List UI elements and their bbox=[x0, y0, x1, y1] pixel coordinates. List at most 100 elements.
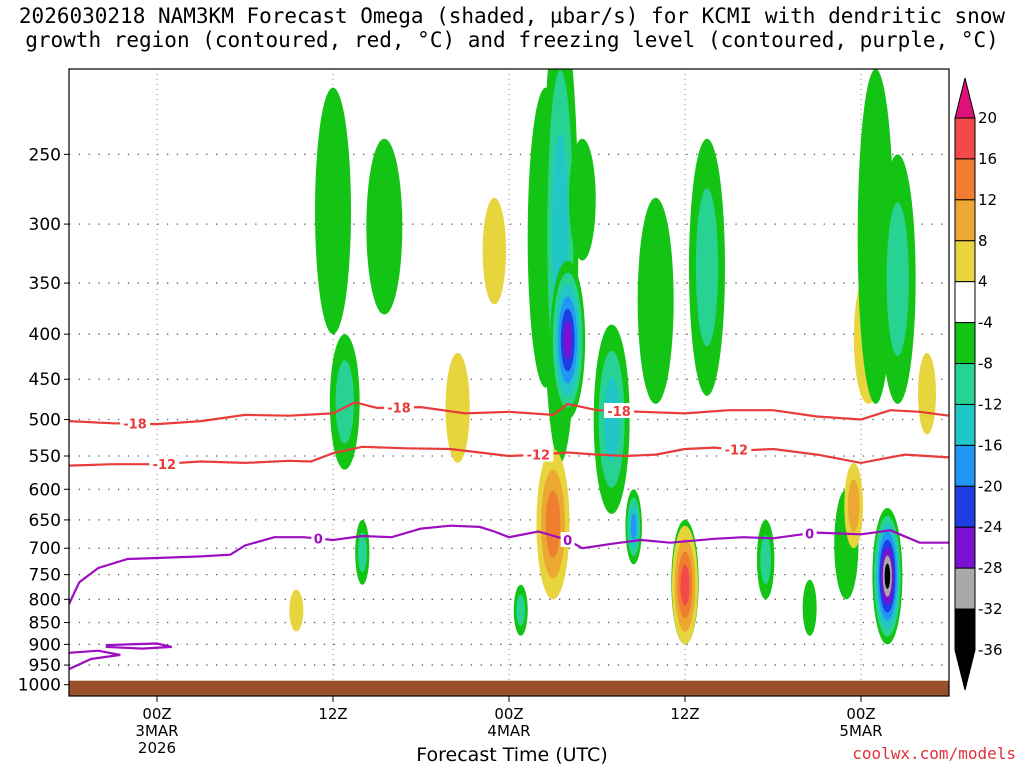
x-axis-label: Forecast Time (UTC) bbox=[416, 744, 608, 766]
colorbar-top-arrow bbox=[954, 77, 976, 119]
contour-label: -18 bbox=[387, 401, 411, 416]
y-tick-label: 1000 bbox=[18, 676, 61, 696]
plot-area bbox=[69, 69, 949, 696]
colorbar-swatch bbox=[954, 322, 976, 365]
colorbar-tick-label: -32 bbox=[978, 600, 1003, 618]
x-tick-label: 00Z bbox=[142, 705, 171, 723]
colorbar-swatch bbox=[954, 485, 976, 528]
ground-surface bbox=[69, 680, 949, 696]
y-tick-label: 250 bbox=[29, 145, 61, 165]
colorbar-tick-label: -20 bbox=[978, 477, 1003, 495]
contour-lines: -18 -18 -18 -12 -12 -12 0 0 0 bbox=[69, 399, 949, 671]
ground-layer bbox=[69, 680, 949, 696]
contour-label-bg bbox=[384, 399, 414, 415]
omega-cell bbox=[357, 532, 367, 573]
colorbar-tick-label: 20 bbox=[978, 109, 997, 127]
omega-cell bbox=[568, 138, 596, 261]
y-tick-label: 550 bbox=[29, 447, 61, 467]
colorbar-swatch bbox=[954, 117, 976, 160]
colorbar-tick-label: -4 bbox=[978, 314, 993, 332]
contour-freezing-level-low bbox=[69, 649, 121, 671]
x-tick-label: 3MAR bbox=[135, 722, 178, 740]
y-tick-label: 800 bbox=[29, 590, 61, 610]
omega-cell bbox=[918, 352, 936, 435]
contour-label-bg bbox=[560, 531, 575, 547]
contour-label: -18 bbox=[123, 418, 147, 433]
contour-label: 0 bbox=[805, 527, 814, 542]
omega-cell bbox=[637, 197, 674, 404]
y-tick-label: 600 bbox=[29, 480, 61, 500]
colorbar-swatch bbox=[954, 567, 976, 610]
contour-label: -12 bbox=[725, 444, 749, 459]
omega-cell bbox=[289, 589, 304, 632]
contour-label: -12 bbox=[527, 449, 551, 464]
colorbar-tick-label: 4 bbox=[978, 273, 988, 291]
chart-title: 2026030218 NAM3KM Forecast Omega (shaded… bbox=[0, 4, 1024, 52]
contour-label-bg bbox=[721, 441, 752, 457]
omega-cell bbox=[802, 579, 817, 636]
colorbar-tick-label: -16 bbox=[978, 436, 1003, 454]
x-tick-label: 00Z bbox=[846, 705, 875, 723]
y-tick-label: 650 bbox=[29, 511, 61, 531]
colorbar-bottom-arrow bbox=[954, 649, 976, 691]
colorbar-swatch bbox=[954, 608, 976, 651]
contour-label-bg bbox=[149, 455, 180, 471]
contour-label: -18 bbox=[607, 405, 631, 420]
colorbar-swatch bbox=[954, 526, 976, 569]
x-tick-label: 2026 bbox=[138, 739, 176, 757]
contour-label: -12 bbox=[153, 458, 177, 473]
x-tick-label: 12Z bbox=[670, 705, 699, 723]
y-tick-label: 400 bbox=[29, 325, 61, 345]
colorbar-tick-label: 16 bbox=[978, 150, 997, 168]
y-tick-label: 950 bbox=[29, 656, 61, 676]
colorbar-tick-label: 12 bbox=[978, 191, 997, 209]
contour-freezing-level-loop bbox=[105, 642, 172, 650]
omega-cell bbox=[482, 197, 507, 305]
colorbar-swatch bbox=[954, 158, 976, 201]
omega-cell bbox=[847, 479, 860, 532]
contour-freezing-level-0c bbox=[69, 524, 949, 605]
omega-cell bbox=[516, 594, 526, 626]
omega-cell bbox=[630, 513, 637, 540]
omega-cell bbox=[563, 320, 572, 360]
colorbar-tick-label: -12 bbox=[978, 395, 1003, 413]
colorbar-tick-label: -28 bbox=[978, 559, 1003, 577]
omega-cell bbox=[695, 188, 719, 347]
contour-label: 0 bbox=[563, 534, 572, 549]
y-tick-label: 750 bbox=[29, 566, 61, 586]
x-tick-label: 12Z bbox=[318, 705, 347, 723]
omega-cell bbox=[315, 87, 351, 335]
y-tick-label: 300 bbox=[29, 215, 61, 235]
y-tick-label: 850 bbox=[29, 614, 61, 634]
contour-label-bg bbox=[120, 415, 150, 431]
colorbar-swatch bbox=[954, 444, 976, 487]
omega-cell bbox=[445, 352, 470, 463]
omega-cell bbox=[884, 563, 891, 589]
y-tick-label: 350 bbox=[29, 274, 61, 294]
colorbar-tick-label: -24 bbox=[978, 518, 1003, 536]
contour-label-bg bbox=[604, 403, 634, 419]
x-tick-label: 00Z bbox=[494, 705, 523, 723]
colorbar-swatch bbox=[954, 363, 976, 405]
contour-dgz-18c bbox=[69, 401, 949, 426]
colorbar-swatch bbox=[954, 403, 976, 446]
y-tick-label: 700 bbox=[29, 539, 61, 559]
colorbar: 20 16 12 8 4 -4 -8 -12 -16 -20 -24 -28 -32 -36 bbox=[954, 77, 1003, 691]
y-tick-label: 450 bbox=[29, 370, 61, 390]
colorbar-swatch bbox=[954, 199, 976, 242]
omega-cell bbox=[545, 490, 561, 558]
y-axis-ticks: 2503003504004505005506006507007508008509… bbox=[18, 145, 69, 696]
omega-cell bbox=[680, 564, 690, 606]
contour-label-bg bbox=[311, 530, 326, 546]
colorbar-swatch bbox=[954, 281, 976, 324]
omega-cell bbox=[366, 138, 403, 315]
site-credit: coolwx.com/models bbox=[852, 744, 1016, 763]
title-line-1: 2026030218 NAM3KM Forecast Omega (shaded… bbox=[18, 4, 1006, 28]
omega-cell bbox=[886, 202, 909, 356]
title-line-2: growth region (contoured, red, °C) and f… bbox=[25, 28, 999, 52]
colorbar-tick-label: 8 bbox=[978, 232, 988, 250]
x-tick-label: 5MAR bbox=[839, 722, 882, 740]
contour-label: 0 bbox=[314, 533, 323, 548]
